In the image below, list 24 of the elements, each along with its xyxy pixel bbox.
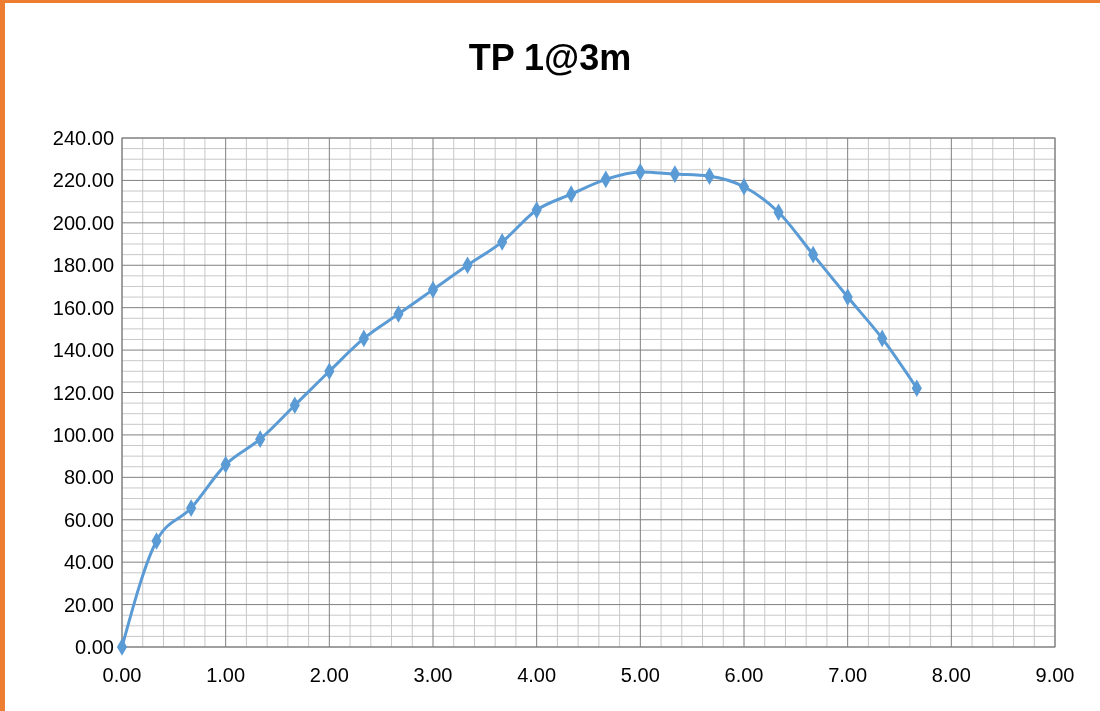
y-tick-label: 180.00 — [52, 254, 114, 277]
y-tick-label: 160.00 — [52, 296, 114, 319]
x-tick-label: 9.00 — [1035, 664, 1075, 686]
y-tick-label: 60.00 — [63, 508, 114, 531]
x-tick-label: 4.00 — [517, 664, 557, 686]
y-tick-label: 20.00 — [63, 593, 114, 616]
y-tick-label: 40.00 — [63, 551, 114, 574]
y-tick-label: 140.00 — [52, 339, 114, 362]
x-tick-label: 3.00 — [413, 664, 453, 686]
x-tick-label: 8.00 — [931, 664, 971, 686]
y-tick-label: 220.00 — [52, 169, 114, 192]
y-tick-label: 120.00 — [52, 381, 114, 404]
y-tick-label: 80.00 — [63, 466, 114, 489]
x-tick-label: 1.00 — [206, 664, 246, 686]
y-tick-label: 200.00 — [52, 211, 114, 234]
x-tick-label: 7.00 — [828, 664, 868, 686]
y-tick-label: 0.00 — [75, 636, 114, 658]
chart-title: TP 1@3m — [468, 37, 632, 78]
x-tick-label: 5.00 — [620, 664, 660, 686]
x-tick-label: 6.00 — [724, 664, 764, 686]
y-tick-label: 100.00 — [52, 423, 114, 446]
y-tick-label: 240.00 — [52, 127, 114, 149]
x-tick-label: 2.00 — [309, 664, 349, 686]
x-tick-label: 0.00 — [102, 664, 142, 686]
